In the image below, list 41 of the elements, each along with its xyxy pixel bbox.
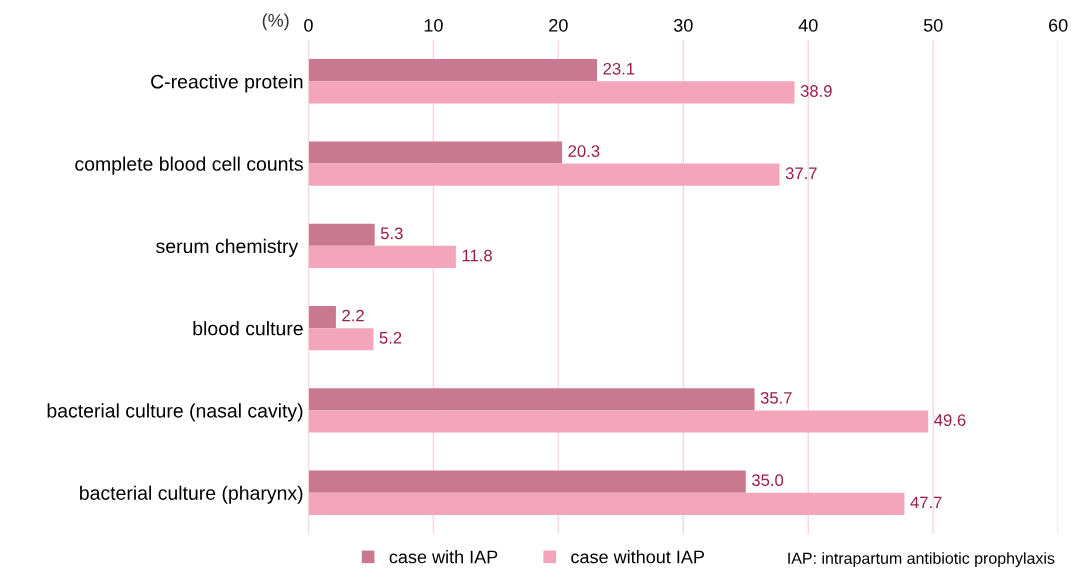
- data-label: 47.7: [910, 496, 942, 509]
- x-axis-title: (%): [262, 13, 289, 31]
- bar: [308, 470, 746, 493]
- y-tick-label: C-reactive protein: [151, 74, 303, 93]
- x-tick-label: 30: [673, 18, 693, 32]
- y-tick-label: blood culture: [193, 321, 303, 336]
- data-label: 35.7: [760, 391, 792, 404]
- bar: [308, 59, 598, 82]
- data-label: 37.7: [785, 167, 817, 180]
- bar: [308, 388, 755, 411]
- x-tick-label: 40: [798, 18, 818, 32]
- x-tick-label: 10: [424, 18, 443, 32]
- bar: [308, 141, 563, 164]
- legend-label: case with IAP: [389, 550, 498, 564]
- data-label: 2.2: [342, 309, 364, 322]
- data-label: 11.8: [462, 249, 492, 262]
- y-tick-label: complete blood cell counts: [75, 156, 303, 175]
- data-label: 5.2: [379, 331, 402, 344]
- y-tick-label: bacterial culture (pharynx): [80, 485, 303, 504]
- y-tick-label: serum chemistry: [156, 238, 299, 257]
- bar: [308, 410, 929, 433]
- legend-label: case without IAP: [571, 550, 704, 564]
- bar: [308, 223, 375, 246]
- data-label: 38.9: [800, 85, 832, 97]
- data-label: 5.3: [380, 227, 403, 240]
- bar: [308, 163, 780, 186]
- x-tick-label: 0: [304, 18, 313, 32]
- bar: [308, 245, 456, 269]
- text: IAP: intrapartum antibiotic prophylaxis: [788, 552, 1055, 568]
- bar: [308, 492, 905, 515]
- x-tick-label: 60: [1049, 18, 1068, 32]
- x-tick-label: 20: [549, 18, 568, 32]
- data-label: 23.1: [603, 62, 635, 75]
- bar: [308, 328, 374, 351]
- y-tick-label: bacterial culture (nasal cavity): [47, 403, 303, 422]
- data-label: 20.3: [568, 145, 600, 157]
- bar: [308, 305, 336, 329]
- x-tick-label: 50: [923, 18, 943, 32]
- data-label: 35.0: [751, 474, 784, 487]
- bar: [308, 81, 795, 104]
- data-label: 49.6: [934, 414, 966, 426]
